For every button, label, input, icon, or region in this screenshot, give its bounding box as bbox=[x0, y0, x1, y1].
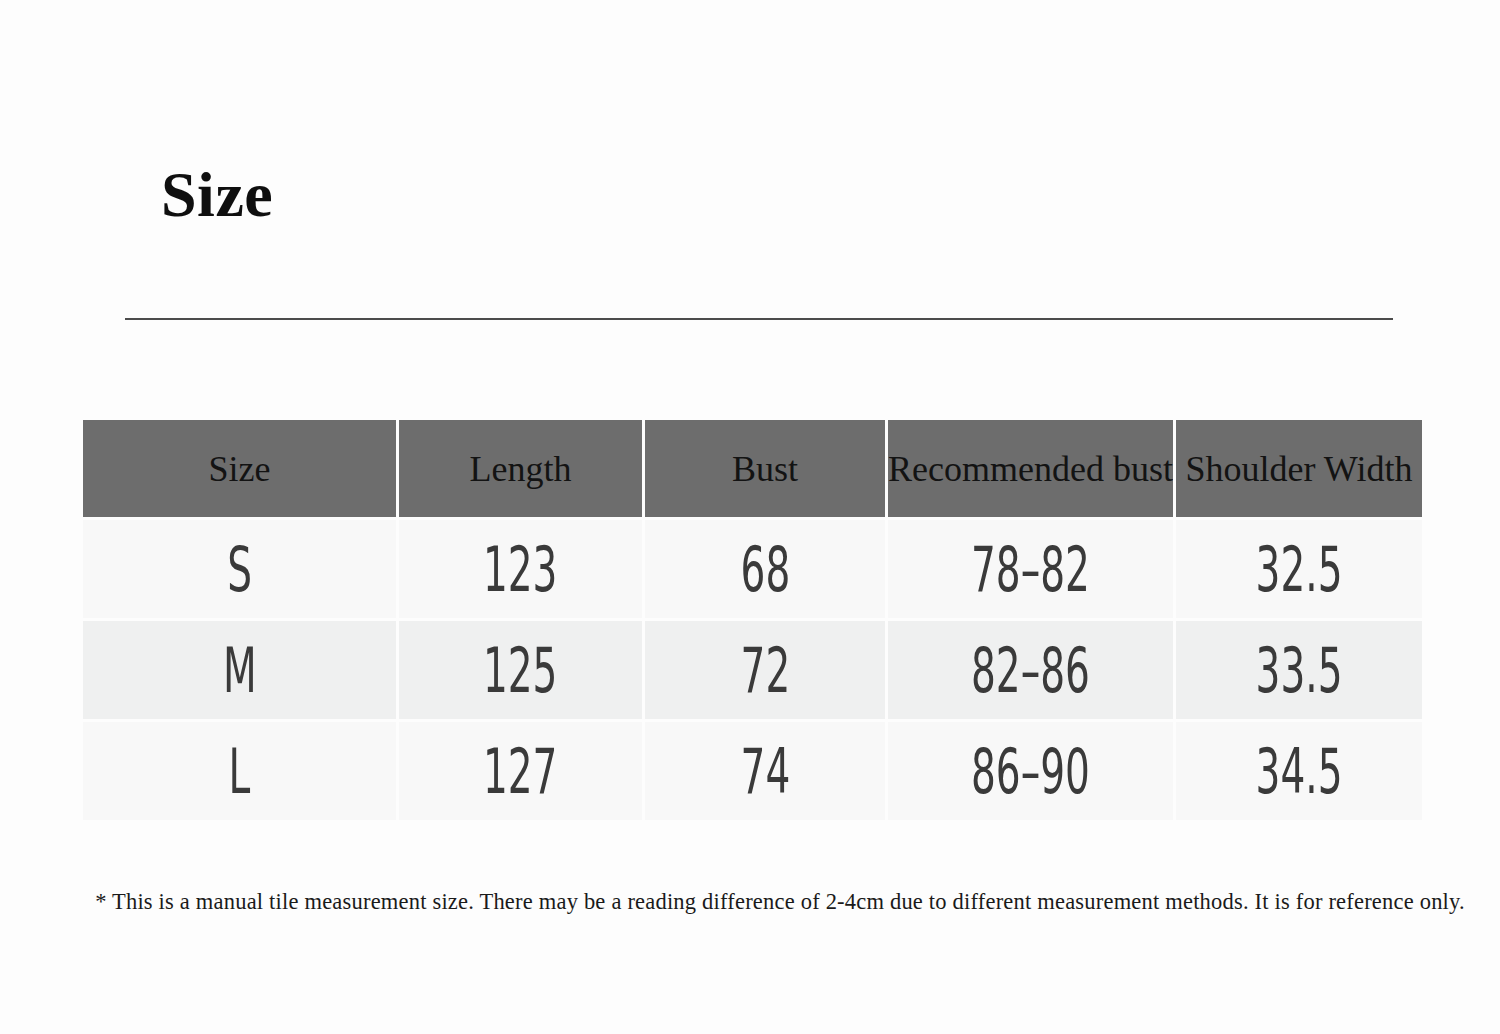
column-header-length: Length bbox=[399, 420, 642, 517]
cell-shoulder-width-s: 32.5 bbox=[1176, 520, 1422, 618]
cell-length-m: 125 bbox=[399, 621, 642, 719]
cell-value: 127 bbox=[483, 735, 558, 808]
cell-recommended-bust-m: 82–86 bbox=[888, 621, 1173, 719]
cell-value: 86–90 bbox=[971, 735, 1090, 808]
cell-value: 32.5 bbox=[1255, 533, 1342, 606]
measurement-disclaimer: * This is a manual tile measurement size… bbox=[0, 889, 1500, 915]
size-chart-table: Size Length Bust Recommended bust Should… bbox=[80, 417, 1425, 823]
cell-value: 68 bbox=[740, 533, 790, 606]
column-header-recommended-bust: Recommended bust bbox=[888, 420, 1173, 517]
cell-recommended-bust-s: 78–82 bbox=[888, 520, 1173, 618]
title-divider-line bbox=[125, 318, 1393, 320]
cell-size-s: S bbox=[83, 520, 396, 618]
cell-value: 123 bbox=[483, 533, 558, 606]
cell-value: 74 bbox=[740, 735, 790, 808]
cell-value: 33.5 bbox=[1255, 634, 1342, 707]
table-row-l: L 127 74 86–90 34.5 bbox=[83, 722, 1422, 820]
cell-bust-l: 74 bbox=[645, 722, 885, 820]
cell-value: 82–86 bbox=[971, 634, 1090, 707]
cell-value: 34.5 bbox=[1255, 735, 1342, 808]
table-header-row: Size Length Bust Recommended bust Should… bbox=[83, 420, 1422, 517]
cell-value: 78–82 bbox=[971, 533, 1090, 606]
cell-value: 125 bbox=[483, 634, 558, 707]
cell-value: M bbox=[223, 634, 257, 707]
table-row-s: S 123 68 78–82 32.5 bbox=[83, 520, 1422, 618]
cell-length-l: 127 bbox=[399, 722, 642, 820]
cell-bust-s: 68 bbox=[645, 520, 885, 618]
cell-length-s: 123 bbox=[399, 520, 642, 618]
table-row-m: M 125 72 82–86 33.5 bbox=[83, 621, 1422, 719]
column-header-shoulder-width: Shoulder Width bbox=[1176, 420, 1422, 517]
cell-bust-m: 72 bbox=[645, 621, 885, 719]
cell-size-l: L bbox=[83, 722, 396, 820]
size-chart: Size Length Bust Recommended bust Should… bbox=[80, 417, 1425, 823]
cell-value: S bbox=[227, 533, 252, 606]
column-header-bust: Bust bbox=[645, 420, 885, 517]
column-header-size: Size bbox=[83, 420, 396, 517]
cell-value: L bbox=[229, 735, 251, 808]
cell-value: 72 bbox=[740, 634, 790, 707]
page-title: Size bbox=[161, 163, 273, 227]
cell-shoulder-width-m: 33.5 bbox=[1176, 621, 1422, 719]
cell-shoulder-width-l: 34.5 bbox=[1176, 722, 1422, 820]
cell-recommended-bust-l: 86–90 bbox=[888, 722, 1173, 820]
cell-size-m: M bbox=[83, 621, 396, 719]
